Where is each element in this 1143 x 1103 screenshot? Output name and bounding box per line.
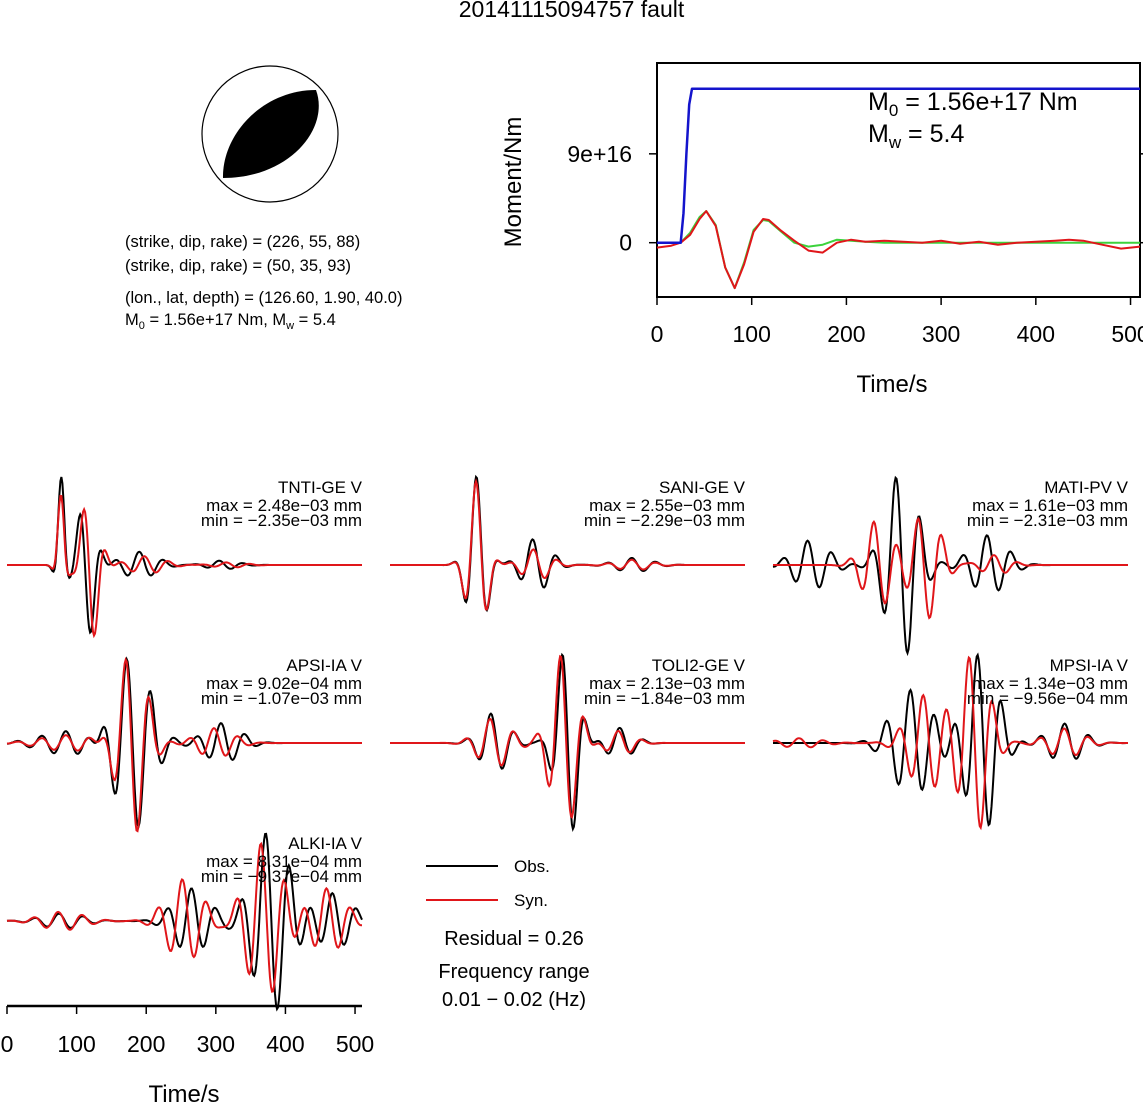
mechanism-info: (strike, dip, rake) = (226, 55, 88) (str… (125, 233, 402, 332)
station-max: max = 9.02e−04 mm (206, 674, 362, 693)
waveform-xlabel: Time/s (148, 1081, 219, 1103)
station-min: min = −9.37e−04 mm (201, 867, 362, 886)
moment-xtick-label: 100 (733, 321, 771, 347)
station-max: max = 1.61e−03 mm (972, 496, 1128, 515)
station-min: min = −2.31e−03 mm (967, 511, 1128, 530)
station-label: APSI-IA V (286, 656, 362, 675)
synthetic-trace (390, 478, 745, 611)
waveform-xtick-label: 500 (336, 1031, 374, 1057)
moment-annotation-m0: M0 = 1.56e+17 Nm (868, 88, 1078, 120)
station-label: SANI-GE V (659, 478, 746, 497)
waveform-time-axis: Time/s 0 100 200 300 400 500 (1, 1004, 374, 1103)
moment-xtick-label: 500 (1111, 321, 1143, 347)
synthetic-trace (6, 841, 362, 993)
station-min: min = −2.35e−03 mm (201, 511, 362, 530)
station-min: min = −1.07e−03 mm (201, 689, 362, 708)
moment-plot-frame (656, 62, 1141, 298)
synthetic-trace (7, 656, 362, 833)
mechanism-line-2: (strike, dip, rake) = (50, 35, 93) (125, 257, 351, 275)
synthetic-trace (390, 654, 745, 820)
station-label: MPSI-IA V (1050, 656, 1129, 675)
station-max: max = 2.48e−03 mm (206, 496, 362, 515)
moment-annotation-mw: Mw = 5.4 (868, 120, 964, 152)
station-label: ALKI-IA V (288, 834, 362, 853)
waveform-xtick-label: 300 (197, 1031, 235, 1057)
station-max: max = 1.34e−03 mm (972, 674, 1128, 693)
synthetic-trace (7, 494, 362, 639)
legend: Obs. Syn. Residual = 0.26 Frequency rang… (426, 857, 590, 1011)
moment-series-moment (657, 87, 1140, 244)
station-max: max = 8.31e−04 mm (206, 852, 362, 871)
moment-xlabel: Time/s (856, 371, 927, 398)
station-label: MATI-PV V (1044, 478, 1128, 497)
page-title: 20141115094757 fault (458, 0, 685, 22)
waveform-xtick-label: 0 (1, 1031, 14, 1057)
station-min: min = −9.56e−04 mm (967, 689, 1128, 708)
residual-text: Residual = 0.26 (444, 928, 584, 950)
moment-xtick-label: 0 (651, 321, 664, 347)
moment-line: M0 = 1.56e+17 Nm, Mw = 5.4 (125, 311, 336, 332)
frequency-range-value: 0.01 − 0.02 (Hz) (442, 989, 586, 1011)
synthetic-trace (772, 655, 1128, 831)
station-min: min = −1.84e−03 mm (584, 689, 745, 708)
station-min: min = −2.29e−03 mm (584, 511, 745, 530)
moment-axes: 0 100 200 300 400 500 0 9e+16 (567, 141, 1143, 347)
moment-ylabel: Moment/Nm (500, 117, 527, 248)
waveform-xtick-label: 200 (127, 1031, 165, 1057)
legend-syn-label: Syn. (514, 891, 548, 910)
frequency-range-label: Frequency range (438, 961, 589, 983)
moment-xtick-label: 300 (922, 321, 960, 347)
beachball-diagram (201, 65, 339, 203)
moment-panel: 010020030040050009e+16 M0 = 1.56e+17 Nm … (500, 62, 1143, 398)
waveform-xtick-label: 100 (57, 1031, 95, 1057)
moment-xtick-label: 200 (827, 321, 865, 347)
moment-xtick-label: 400 (1017, 321, 1055, 347)
moment-ytick-label: 9e+16 (567, 141, 632, 167)
beachball-compressional-quadrant (222, 90, 319, 178)
moment-series-syn (656, 210, 1141, 290)
location-line: (lon., lat, depth) = (126.60, 1.90, 40.0… (125, 289, 402, 307)
moment-lines (656, 87, 1141, 290)
waveform-xtick-label: 400 (266, 1031, 304, 1057)
station-label: TNTI-GE V (278, 478, 363, 497)
station-max: max = 2.55e−03 mm (589, 496, 745, 515)
station-max: max = 2.13e−03 mm (589, 674, 745, 693)
synthetic-trace (773, 516, 1128, 620)
legend-obs-label: Obs. (514, 857, 550, 876)
moment-ytick-label: 0 (619, 230, 632, 256)
mechanism-line-1: (strike, dip, rake) = (226, 55, 88) (125, 233, 360, 251)
station-label: TOLI2-GE V (652, 656, 746, 675)
